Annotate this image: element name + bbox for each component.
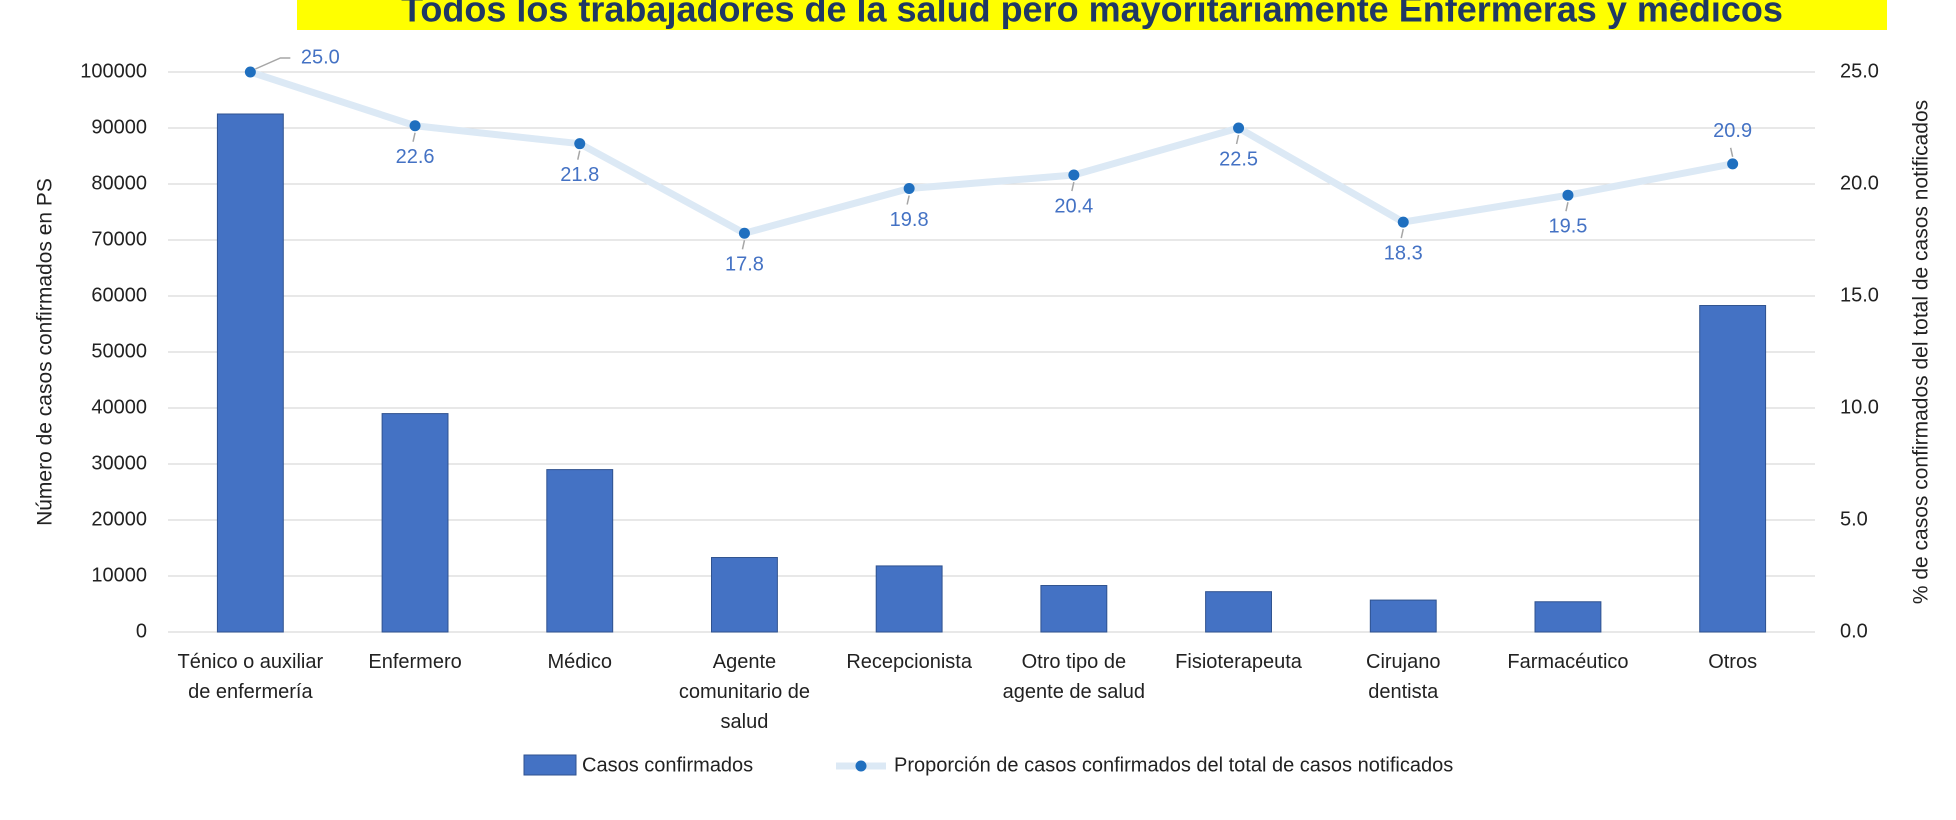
y2-tick-label: 20.0 (1840, 172, 1879, 194)
legend: Casos confirmados Proporción de casos con… (523, 754, 1453, 776)
marker (574, 138, 586, 150)
x-tick-label: Agente comunitario de salud (679, 651, 810, 733)
y-axis-title: Número de casos confirmados en PS (34, 178, 57, 526)
x-tick-label: Médico (548, 651, 612, 673)
legend-swatch (523, 754, 577, 776)
marker (409, 120, 421, 132)
x-tick-label: Otro tipo de agente de salud (1003, 651, 1145, 703)
y2-tick-label: 5.0 (1840, 508, 1868, 530)
leader-line (741, 240, 746, 250)
marker (244, 66, 256, 78)
data-label: 20.4 (1054, 195, 1093, 217)
bar (875, 565, 943, 633)
x-tick-label: Recepcionista (846, 651, 973, 673)
bar (1699, 305, 1767, 633)
bar (711, 557, 778, 633)
y-tick-label: 0 (136, 620, 147, 642)
leader-line (412, 132, 416, 142)
leader-line (255, 57, 291, 70)
leader-line (1400, 228, 1404, 239)
data-label: 21.8 (560, 164, 599, 186)
bar (381, 413, 449, 633)
y-tick-label: 80000 (91, 172, 147, 194)
y-tick-label: 90000 (91, 116, 147, 138)
marker (1397, 216, 1409, 228)
data-label: 18.3 (1384, 242, 1423, 264)
marker (903, 182, 915, 194)
y-tick-label: 10000 (91, 564, 147, 586)
y-tick-label: 30000 (91, 452, 147, 474)
bar (1040, 585, 1108, 633)
data-label: 19.5 (1548, 215, 1587, 237)
bar (1369, 599, 1437, 633)
title-highlight (297, 0, 1887, 30)
y-tick-label: 40000 (91, 396, 147, 418)
y2-tick-label: 25.0 (1840, 60, 1879, 82)
line (249, 68, 1734, 237)
leader-line (577, 150, 581, 160)
data-label: 19.8 (890, 209, 929, 231)
y-tick-label: 20000 (91, 508, 147, 530)
legend-swatch (855, 760, 867, 772)
chart-title: Todos los trabajadores de la salud pero … (401, 0, 1783, 30)
y2-axis-title: % de casos confirmados del total de caso… (1910, 100, 1933, 604)
marker (1233, 122, 1245, 134)
bar (1205, 591, 1272, 633)
marker (1068, 169, 1080, 181)
leader-line (1071, 181, 1075, 192)
x-tick-label: Cirujano dentista (1366, 651, 1440, 703)
bar (1534, 601, 1602, 633)
data-label: 25.0 (301, 46, 340, 68)
x-tick-label: Enfermero (368, 651, 461, 673)
data-label: 17.8 (725, 254, 764, 276)
data-label: 22.6 (396, 146, 435, 168)
marker (1562, 189, 1574, 201)
marker (738, 227, 750, 239)
bar (546, 469, 614, 633)
y-tick-label: 100000 (80, 60, 147, 82)
y2-tick-label: 10.0 (1840, 396, 1879, 418)
data-label: 20.9 (1713, 120, 1752, 142)
leader-line (1565, 202, 1569, 212)
x-tick-label: Otros (1708, 651, 1757, 673)
bar (216, 113, 284, 633)
y-tick-label: 50000 (91, 340, 147, 362)
y2-tick-label: 0.0 (1840, 620, 1868, 642)
x-tick-label: Farmacéutico (1507, 651, 1628, 673)
y-tick-label: 60000 (91, 284, 147, 306)
legend-label: Proporción de casos confirmados del tota… (894, 754, 1453, 776)
leader-line (1235, 134, 1240, 145)
marker (1727, 158, 1739, 170)
leader-line (906, 195, 910, 205)
legend-label: Casos confirmados (582, 754, 753, 776)
y-tick-label: 70000 (91, 228, 147, 250)
leader-line (1729, 147, 1734, 158)
x-tick-label: Ténico o auxiliar de enfermería (178, 651, 324, 703)
y2-tick-label: 15.0 (1840, 284, 1879, 306)
x-tick-label: Fisioterapeuta (1175, 651, 1303, 673)
data-label: 22.5 (1219, 148, 1258, 170)
